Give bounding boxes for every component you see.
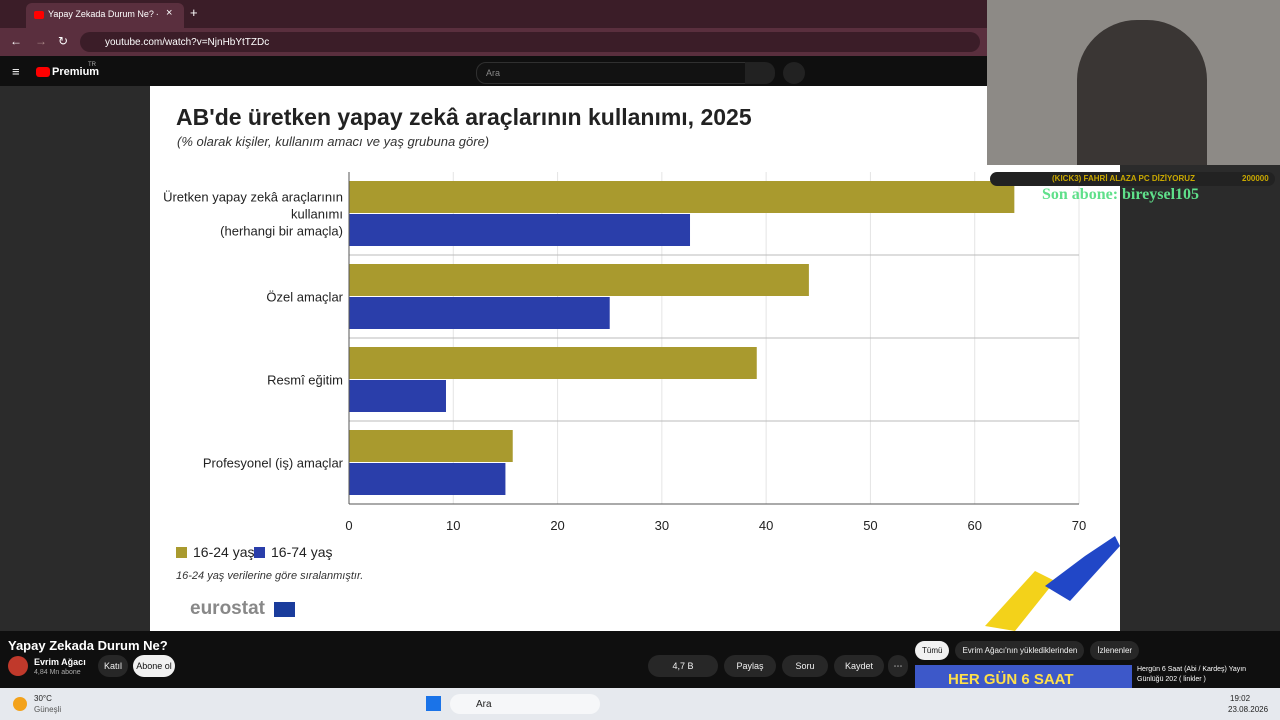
- webcam-feed: [987, 0, 1280, 165]
- new-tab[interactable]: +: [190, 5, 198, 20]
- youtube-logo[interactable]: Premium: [52, 66, 100, 78]
- legend-item: 16-74 yaş: [254, 544, 332, 560]
- reload-button[interactable]: ↻: [58, 34, 69, 48]
- source-logo: eurostat: [190, 598, 265, 619]
- start-button[interactable]: [426, 696, 441, 711]
- bar: [349, 214, 691, 246]
- chart-note: 16-24 yaş verilerine göre sıralanmıştır.: [176, 570, 364, 582]
- temperature: 30°C: [34, 694, 52, 703]
- next-thumbnail[interactable]: HER GÜN 6 SAAT: [915, 665, 1132, 688]
- bar: [349, 347, 757, 379]
- tab-bar: Yapay Zekada Durum Ne? - You × +: [0, 0, 987, 28]
- tab-favicon: [34, 11, 44, 19]
- back-button[interactable]: ←: [10, 34, 22, 48]
- address-field[interactable]: youtube.com/watch?v=NjnHbYtTZDc: [80, 32, 980, 52]
- subscribe-button[interactable]: Abone ol: [133, 655, 175, 677]
- category-label: Profesyonel (iş) amaçlar: [202, 455, 343, 470]
- search-button[interactable]: [745, 62, 775, 84]
- video-title: Yapay Zekada Durum Ne?: [8, 638, 168, 653]
- filter-chip[interactable]: Evrim Ağacı'nın yüklediklerinden: [955, 641, 1085, 660]
- weather-icon: [13, 697, 27, 711]
- weather: Güneşli: [34, 705, 62, 714]
- decor-yellow: [985, 571, 1055, 631]
- ticker-text: (KICK3) FAHRİ ALAZA PC DİZİYORUZ: [1052, 174, 1195, 183]
- clock-time: 19:02: [1230, 694, 1251, 703]
- youtube-logo-icon[interactable]: [36, 67, 50, 77]
- taskbar-search-text: Ara: [476, 699, 492, 710]
- more-button[interactable]: ⋯: [888, 655, 908, 677]
- chart: AB'de üretken yapay zekâ araçlarının kul…: [150, 86, 1120, 631]
- category-label: Özel amaçlar: [266, 289, 343, 304]
- menu-button[interactable]: ≡: [12, 64, 20, 79]
- voice-search[interactable]: [783, 62, 805, 84]
- x-tick-label: 20: [550, 518, 564, 533]
- eu-flag: [274, 602, 295, 617]
- share-button[interactable]: Paylaş: [724, 655, 776, 677]
- chart-subtitle: (% olarak kişiler, kullanım amacı ve yaş…: [177, 134, 490, 149]
- plot-area: 0 10 20 30 40 50 60 70: [345, 172, 1086, 533]
- forward-button[interactable]: →: [35, 34, 47, 48]
- chart-title: AB'de üretken yapay zekâ araçlarının kul…: [176, 104, 752, 130]
- bar: [349, 297, 610, 329]
- next-title[interactable]: Hergün 6 Saat (Abi / Kardeş) Yayın Günlü…: [1137, 666, 1247, 683]
- subscriber-count: 4,84 Mn abone: [34, 669, 81, 676]
- save-button[interactable]: Kaydet: [834, 655, 884, 677]
- like-button[interactable]: 4,7 B: [648, 655, 718, 677]
- goal-bar: (KICK3) FAHRİ ALAZA PC DİZİYORUZ 200000: [990, 172, 1275, 186]
- legend-swatch: [176, 546, 187, 558]
- legend-label: 16-24 yaş: [193, 544, 255, 560]
- region-code: TR: [88, 62, 96, 68]
- search-placeholder: Ara: [486, 68, 501, 78]
- legend-label: 16-74 yaş: [271, 544, 333, 560]
- thumbnail-text: HER GÜN 6 SAAT: [948, 671, 1074, 688]
- taskbar: 30°C Güneşli Ara 19:02 23.08.2026: [0, 688, 1280, 720]
- ask-button[interactable]: Soru: [782, 655, 828, 677]
- x-tick-label: 50: [863, 518, 877, 533]
- last-subscriber: Son abone: bireysel105: [1042, 186, 1200, 203]
- decor-blue: [1045, 536, 1120, 601]
- x-tick-label: 40: [759, 518, 773, 533]
- x-tick-label: 70: [1072, 518, 1086, 533]
- legend-item: 16-24 yaş: [176, 544, 254, 560]
- legend-swatch: [254, 546, 265, 558]
- channel-avatar[interactable]: [8, 656, 28, 676]
- tab-title: Yapay Zekada Durum Ne? - You: [48, 9, 158, 19]
- url: youtube.com/watch?v=NjnHbYtTZDc: [105, 37, 270, 48]
- toolbar: ← → ↻ youtube.com/watch?v=NjnHbYtTZDc: [0, 28, 987, 56]
- x-tick-label: 30: [655, 518, 669, 533]
- person-silhouette: [1077, 20, 1207, 165]
- category-label: Üretken yapay zekâ araçlarının kullanımı…: [163, 189, 343, 238]
- x-tick-label: 10: [446, 518, 460, 533]
- active-tab[interactable]: Yapay Zekada Durum Ne? - You ×: [26, 3, 184, 28]
- search-box[interactable]: Ara: [476, 62, 746, 84]
- bar: [349, 264, 809, 296]
- x-tick-label: 60: [967, 518, 981, 533]
- bar: [349, 380, 446, 412]
- join-button[interactable]: Katıl: [98, 655, 128, 677]
- clock-date: 23.08.2026: [1228, 705, 1269, 714]
- bar: [349, 463, 506, 495]
- bar: [349, 181, 1015, 213]
- goal-value: 200000: [1242, 174, 1269, 183]
- channel-name[interactable]: Evrim Ağacı: [34, 657, 86, 667]
- category-label: Resmî eğitim: [267, 372, 343, 387]
- tab-close[interactable]: ×: [166, 7, 173, 19]
- youtube-header: ≡ Premium TR Ara: [0, 58, 987, 86]
- decor-logo: [985, 536, 1120, 631]
- bar: [349, 430, 513, 462]
- filter-chip[interactable]: İzlenenler: [1090, 641, 1140, 660]
- filter-chip[interactable]: Tümü: [915, 641, 950, 660]
- taskbar-search[interactable]: Ara: [450, 694, 600, 714]
- x-tick-label: 0: [345, 518, 352, 533]
